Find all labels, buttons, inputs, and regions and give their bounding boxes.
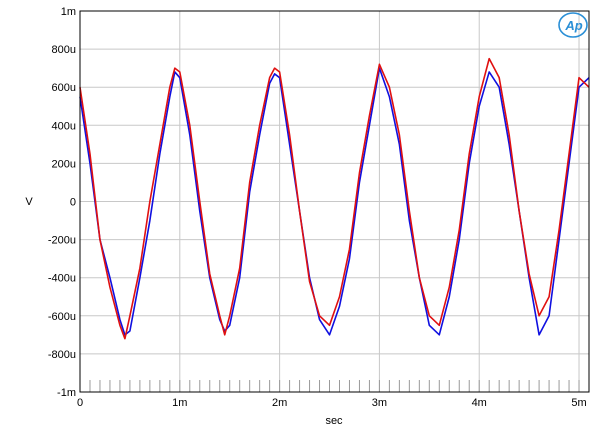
y-tick-label: -400u <box>48 273 76 285</box>
series-lines <box>79 57 590 340</box>
y-tick-label: 1m <box>61 6 76 18</box>
x-tick-label: 3m <box>372 397 387 409</box>
minor-ticks <box>79 380 590 392</box>
ap-logo: Ap <box>558 12 588 38</box>
x-tick-label: 1m <box>172 397 187 409</box>
x-tick-label: 4m <box>472 397 487 409</box>
y-tick-label: -600u <box>48 311 76 323</box>
y-tick-label: -800u <box>48 349 76 361</box>
x-tick-label: 2m <box>272 397 287 409</box>
x-tick-label: 5m <box>571 397 586 409</box>
x-axis-label: sec <box>325 415 343 427</box>
y-tick-label: 400u <box>52 120 76 132</box>
logo-text: Ap <box>564 18 582 33</box>
y-tick-label: 600u <box>52 82 76 94</box>
y-axis-label: V <box>25 196 33 208</box>
y-tick-label: 200u <box>52 158 76 170</box>
plot-frame <box>79 10 590 393</box>
y-tick-labels: 1m 800u 600u 400u 200u 0 -200u -400u -600u -800u -… <box>48 6 76 399</box>
series-line-2 <box>79 57 590 340</box>
y-tick-label: -200u <box>48 235 76 247</box>
x-tick-label: 0 <box>77 397 83 409</box>
y-tick-label: 0 <box>70 197 76 209</box>
y-tick-label: -1m <box>57 387 76 399</box>
x-tick-labels: 0 1m 2m 3m 4m 5m <box>77 397 587 409</box>
y-tick-label: 800u <box>52 44 76 56</box>
grid <box>79 10 589 393</box>
